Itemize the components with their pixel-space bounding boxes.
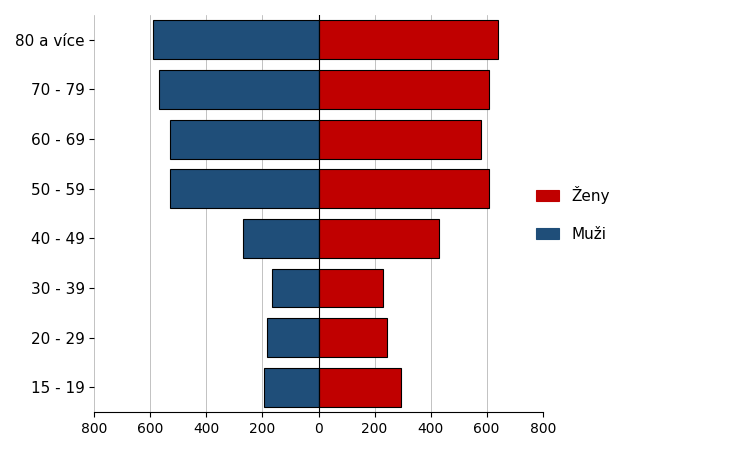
Bar	[159, 70, 319, 109]
Bar	[319, 70, 489, 109]
Bar	[273, 269, 319, 308]
Legend: Ženy, Muži: Ženy, Muži	[530, 179, 616, 248]
Bar	[153, 20, 319, 59]
Bar	[319, 368, 401, 407]
Bar	[243, 219, 319, 258]
Bar	[267, 318, 319, 357]
Bar	[319, 170, 489, 208]
Bar	[319, 20, 498, 59]
Bar	[264, 368, 319, 407]
Bar	[170, 120, 319, 158]
Bar	[319, 269, 383, 308]
Bar	[319, 219, 439, 258]
Bar	[319, 318, 387, 357]
Bar	[170, 170, 319, 208]
Bar	[319, 120, 481, 158]
